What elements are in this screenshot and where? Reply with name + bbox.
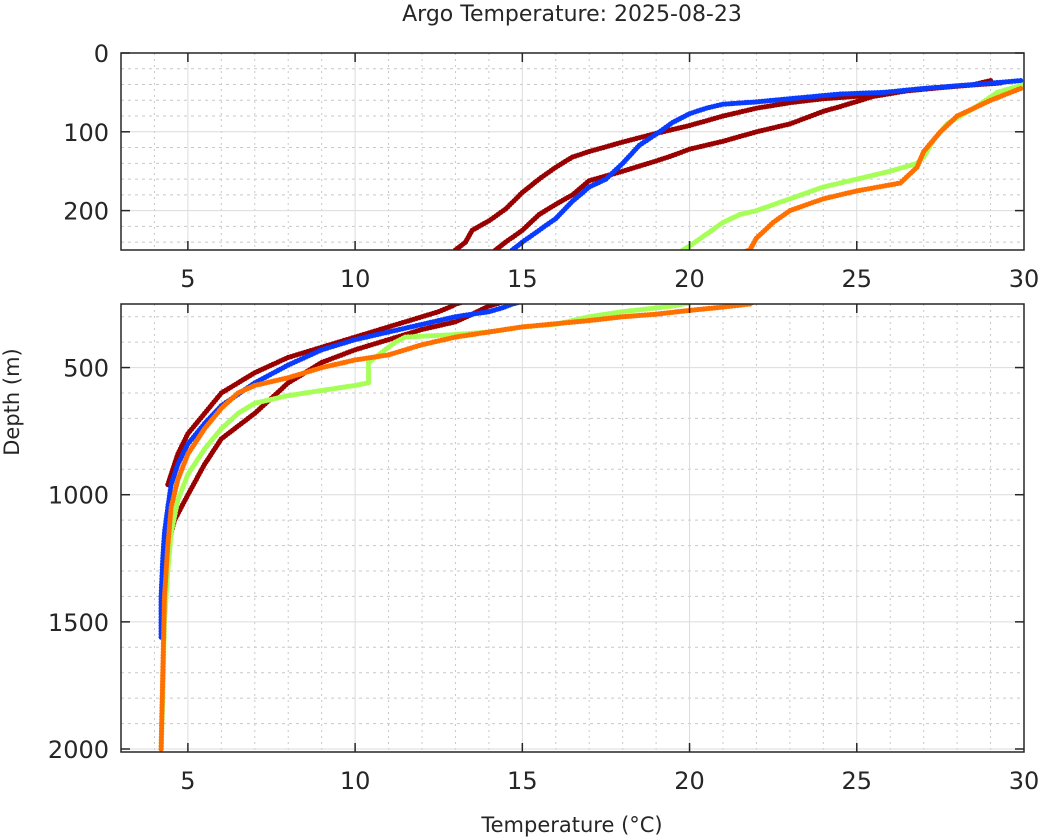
y-tick-label: 200 — [63, 198, 109, 226]
series-profile-blue — [158, 304, 520, 640]
x-tick-label: 5 — [180, 265, 195, 293]
data-point — [737, 251, 742, 256]
data-point — [675, 251, 680, 256]
series-profile-green — [675, 81, 1024, 256]
series-layer — [158, 304, 755, 752]
x-tick-label: 30 — [1009, 767, 1040, 795]
x-tick-label: 10 — [340, 265, 371, 293]
plot-area — [121, 304, 1024, 752]
x-tick-label: 10 — [340, 767, 371, 795]
y-tick-label: 1500 — [48, 609, 109, 637]
x-axis-label: Temperature (°C) — [480, 813, 662, 837]
data-point — [744, 248, 750, 250]
x-tick-label: 30 — [1009, 265, 1040, 293]
y-tick-label: 1000 — [48, 482, 109, 510]
lower-panel: 5 10 15 20 25 30 500 1000 1500 2000 — [48, 303, 1040, 795]
x-tick-label: 5 — [180, 767, 195, 795]
y-tick-label: 100 — [63, 119, 109, 147]
series-profile-blue — [506, 78, 1024, 256]
y-tick-label: 0 — [94, 40, 109, 68]
axes-frame — [120, 52, 1025, 251]
y-tick-label: 500 — [63, 355, 109, 383]
x-tick-label: 25 — [842, 265, 873, 293]
x-tick-label: 20 — [674, 767, 705, 795]
series-profile-orange — [737, 85, 1024, 256]
axes-frame — [120, 303, 1025, 753]
x-tick-label: 20 — [674, 265, 705, 293]
data-point — [490, 251, 495, 256]
y-axis-label: Depth (m) — [0, 348, 24, 455]
plot-area — [121, 53, 1024, 250]
series-layer — [452, 78, 1024, 256]
y-tick-label: 2000 — [48, 736, 109, 764]
chart-title: Argo Temperature: 2025-08-23 — [402, 2, 742, 27]
data-point — [739, 250, 744, 255]
x-tick-label: 25 — [842, 767, 873, 795]
data-point — [158, 746, 164, 752]
x-tick-label: 15 — [507, 265, 538, 293]
series-profile-orange — [158, 304, 755, 752]
x-tick-label: 15 — [507, 767, 538, 795]
upper-panel: 5 10 15 20 25 30 0 100 200 — [63, 40, 1039, 293]
data-point — [506, 251, 511, 256]
